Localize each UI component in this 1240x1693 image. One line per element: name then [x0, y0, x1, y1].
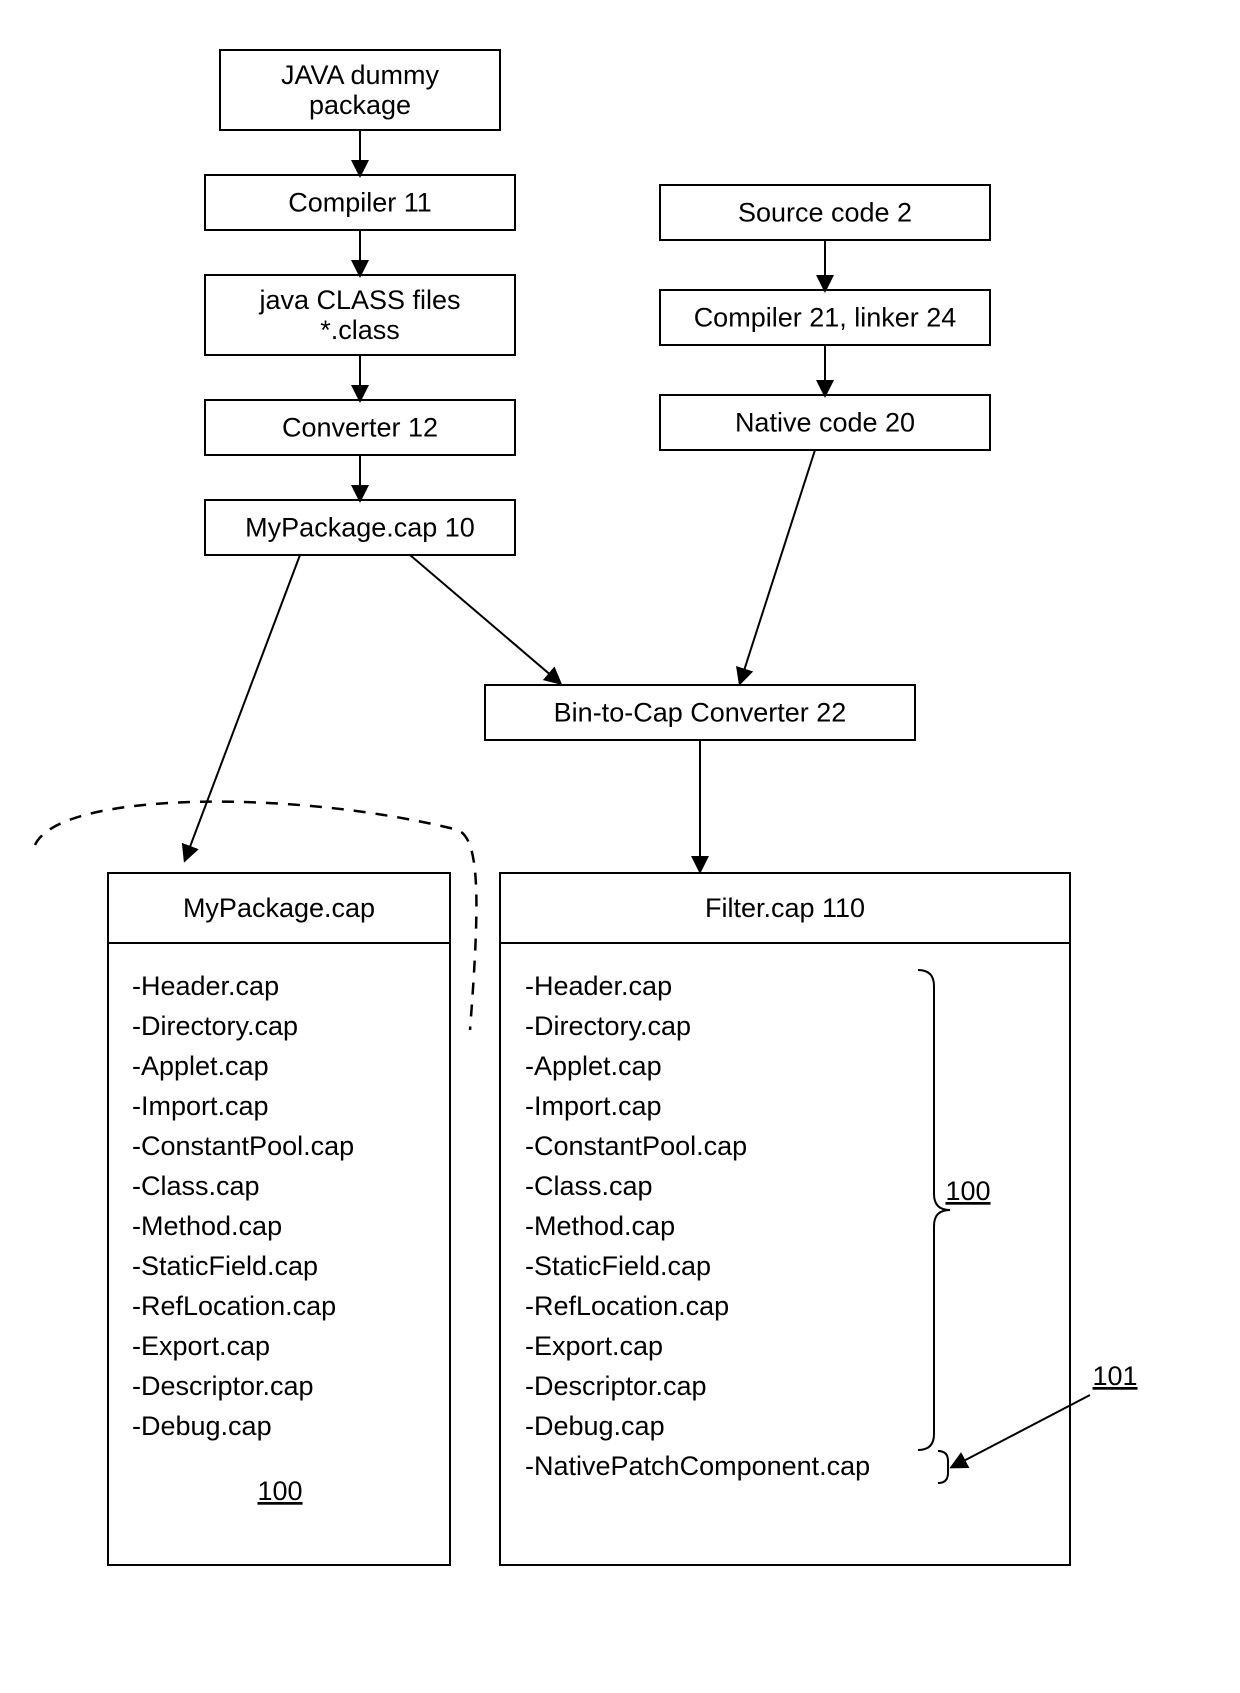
svg-text:-Descriptor.cap: -Descriptor.cap	[132, 1371, 314, 1401]
svg-text:-Import.cap: -Import.cap	[132, 1091, 269, 1121]
svg-text:Converter 12: Converter 12	[282, 413, 438, 443]
svg-text:Compiler 21, linker 24: Compiler 21, linker 24	[694, 303, 957, 333]
node-n4: Converter 12	[205, 400, 515, 455]
svg-text:-NativePatchComponent.cap: -NativePatchComponent.cap	[525, 1451, 870, 1481]
svg-text:-Class.cap: -Class.cap	[525, 1171, 653, 1201]
svg-text:-Export.cap: -Export.cap	[132, 1331, 270, 1361]
node-p2: Filter.cap 110	[500, 873, 1070, 943]
svg-text:-Applet.cap: -Applet.cap	[132, 1051, 269, 1081]
svg-text:100: 100	[257, 1476, 302, 1506]
svg-text:-Applet.cap: -Applet.cap	[525, 1051, 662, 1081]
svg-text:-Class.cap: -Class.cap	[132, 1171, 260, 1201]
svg-text:Bin-to-Cap Converter 22: Bin-to-Cap Converter 22	[554, 698, 847, 728]
node-n5: MyPackage.cap 10	[205, 500, 515, 555]
svg-text:Compiler 11: Compiler 11	[288, 188, 432, 218]
svg-text:101: 101	[1092, 1361, 1137, 1391]
node-n9: Bin-to-Cap Converter 22	[485, 685, 915, 740]
node-n1: JAVA dummypackage	[220, 50, 500, 130]
node-n7: Compiler 21, linker 24	[660, 290, 990, 345]
svg-text:-Debug.cap: -Debug.cap	[525, 1411, 665, 1441]
svg-text:-Method.cap: -Method.cap	[525, 1211, 675, 1241]
svg-text:-ConstantPool.cap: -ConstantPool.cap	[525, 1131, 747, 1161]
svg-text:Source code 2: Source code 2	[738, 198, 912, 228]
svg-text:Filter.cap 110: Filter.cap 110	[705, 893, 865, 923]
svg-text:-Directory.cap: -Directory.cap	[525, 1011, 691, 1041]
svg-text:-StaticField.cap: -StaticField.cap	[132, 1251, 318, 1281]
svg-text:JAVA dummy: JAVA dummy	[281, 60, 440, 90]
node-n2: Compiler 11	[205, 175, 515, 230]
edge-n5-p1	[185, 555, 300, 860]
svg-text:-ConstantPool.cap: -ConstantPool.cap	[132, 1131, 354, 1161]
svg-text:package: package	[309, 90, 411, 120]
svg-text:MyPackage.cap 10: MyPackage.cap 10	[245, 513, 475, 543]
svg-text:MyPackage.cap: MyPackage.cap	[183, 893, 375, 923]
svg-text:-Method.cap: -Method.cap	[132, 1211, 282, 1241]
svg-text:100: 100	[945, 1176, 990, 1206]
svg-text:-Directory.cap: -Directory.cap	[132, 1011, 298, 1041]
svg-text:-StaticField.cap: -StaticField.cap	[525, 1251, 711, 1281]
flowchart-canvas: JAVA dummypackage Compiler 11 java CLASS f…	[0, 0, 1240, 1693]
svg-text:-Header.cap: -Header.cap	[132, 971, 279, 1001]
node-n8: Native code 20	[660, 395, 990, 450]
svg-text:-Export.cap: -Export.cap	[525, 1331, 663, 1361]
svg-text:Native code 20: Native code 20	[735, 408, 915, 438]
node-n3: java CLASS files*.class	[205, 275, 515, 355]
svg-text:-RefLocation.cap: -RefLocation.cap	[132, 1291, 336, 1321]
node-p1: MyPackage.cap	[108, 873, 450, 943]
svg-text:-Debug.cap: -Debug.cap	[132, 1411, 272, 1441]
edge-n5-n9	[410, 555, 560, 683]
svg-text:-Descriptor.cap: -Descriptor.cap	[525, 1371, 707, 1401]
node-n6: Source code 2	[660, 185, 990, 240]
svg-text:-Import.cap: -Import.cap	[525, 1091, 662, 1121]
svg-text:-RefLocation.cap: -RefLocation.cap	[525, 1291, 729, 1321]
svg-text:*.class: *.class	[320, 315, 400, 345]
svg-text:-Header.cap: -Header.cap	[525, 971, 672, 1001]
edge-n8-n9	[740, 450, 815, 683]
svg-text:java CLASS files: java CLASS files	[258, 285, 460, 315]
